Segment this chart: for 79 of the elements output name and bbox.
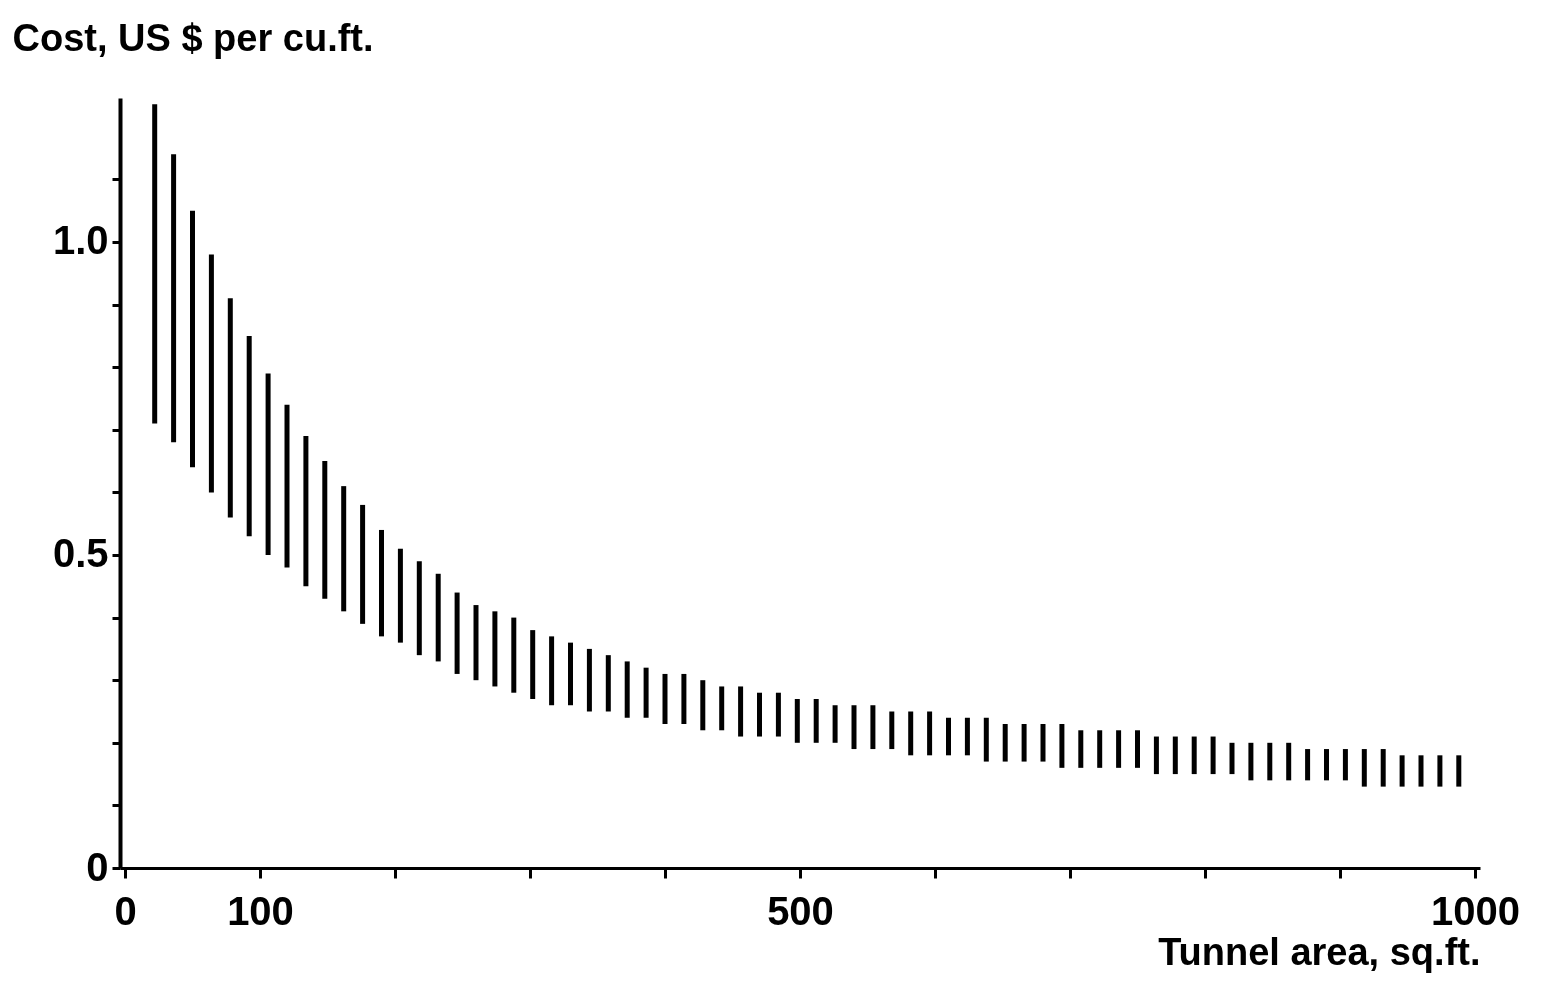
bar	[775, 692, 781, 737]
x-tick-label: 500	[767, 888, 834, 933]
bar	[1040, 724, 1046, 762]
bar	[549, 636, 555, 706]
bar	[983, 717, 989, 762]
bar	[511, 617, 517, 693]
bar	[492, 611, 498, 687]
bar	[1267, 742, 1273, 781]
bar	[227, 298, 233, 518]
bar	[1078, 730, 1084, 768]
bar	[303, 436, 309, 587]
bar	[1324, 749, 1329, 781]
bar	[530, 630, 536, 699]
bar	[889, 711, 895, 750]
bar	[1361, 749, 1367, 787]
bar	[1418, 755, 1424, 787]
bar	[284, 404, 290, 568]
y-tick-label: 0	[86, 844, 109, 889]
bar	[360, 504, 366, 624]
bar	[322, 461, 328, 599]
bar	[681, 673, 687, 725]
bar	[190, 210, 195, 468]
x-tick-label: 0	[114, 888, 137, 933]
bar	[908, 711, 914, 756]
bar	[397, 548, 403, 643]
y-axis-title: Cost, US $ per cu.ft.	[12, 16, 374, 59]
x-axis-title: Tunnel area, sq.ft.	[1158, 930, 1481, 973]
bar	[1305, 749, 1311, 781]
bar	[738, 686, 744, 737]
bar	[1456, 755, 1462, 787]
bar	[586, 648, 592, 712]
bar	[1059, 724, 1065, 768]
x-tick-label: 100	[227, 888, 294, 933]
bar	[1153, 736, 1159, 775]
bar	[1229, 742, 1235, 775]
bar	[1191, 736, 1197, 775]
bar	[832, 705, 838, 743]
bar	[171, 154, 177, 443]
bar	[1342, 749, 1348, 781]
bar	[1097, 730, 1103, 768]
bar	[1380, 749, 1386, 787]
bar	[605, 655, 611, 712]
bar	[643, 667, 649, 718]
bar	[1248, 742, 1254, 781]
x-tick-label: 1000	[1431, 888, 1520, 933]
bar	[1210, 736, 1216, 775]
bar	[152, 104, 158, 424]
bar	[927, 711, 933, 756]
bar	[757, 692, 762, 737]
bar	[208, 254, 214, 493]
bar	[662, 673, 668, 725]
bar	[379, 529, 384, 637]
bar	[1116, 730, 1122, 768]
bar	[870, 705, 876, 750]
bar	[794, 698, 800, 743]
bar	[719, 686, 725, 731]
bar	[1399, 755, 1405, 787]
bar	[1021, 724, 1027, 762]
bar	[1002, 724, 1008, 762]
y-tick-label: 1.0	[52, 218, 109, 263]
bar	[1172, 736, 1178, 775]
bar	[700, 680, 706, 731]
bar	[416, 561, 422, 656]
bar	[1135, 730, 1140, 768]
bar	[851, 705, 857, 750]
y-tick-label: 0.5	[52, 531, 109, 576]
bar	[473, 605, 479, 681]
bar	[946, 717, 951, 756]
bar	[435, 573, 441, 662]
bar	[246, 335, 252, 537]
bar	[813, 698, 819, 743]
bar	[1286, 742, 1292, 781]
bar	[265, 373, 271, 555]
bar	[964, 717, 970, 756]
bar	[568, 642, 573, 706]
bar	[624, 661, 630, 718]
bar	[341, 486, 347, 612]
bar	[1437, 755, 1443, 787]
bar	[454, 592, 460, 674]
